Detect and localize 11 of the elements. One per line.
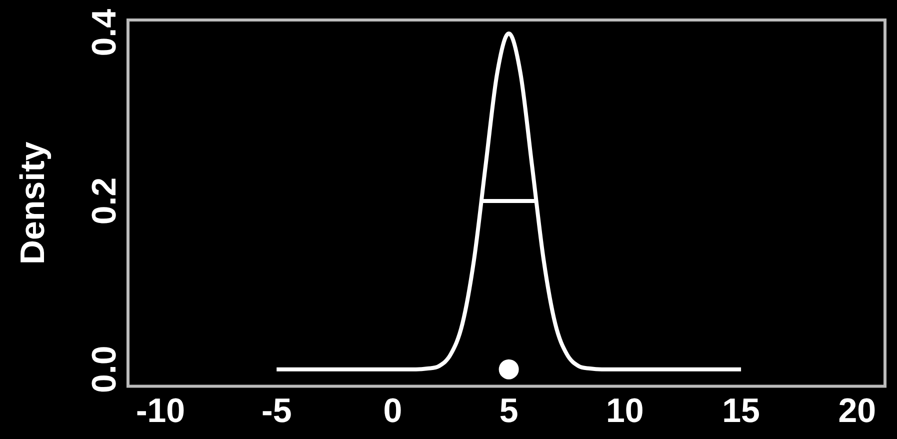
x-tick-label: 10 <box>606 392 644 430</box>
x-tick-label: -5 <box>261 392 292 430</box>
x-tick-label: 20 <box>838 392 876 430</box>
x-tick-label: 15 <box>722 392 760 430</box>
x-tick-label: 0 <box>383 392 402 430</box>
y-tick-label: 0.2 <box>85 177 124 225</box>
x-tick-label: -10 <box>136 392 186 430</box>
y-tick-label: 0.0 <box>85 346 124 393</box>
x-tick-label: 5 <box>499 392 518 430</box>
y-axis-title: Density <box>14 142 52 265</box>
y-tick-label: 0.4 <box>85 8 124 56</box>
